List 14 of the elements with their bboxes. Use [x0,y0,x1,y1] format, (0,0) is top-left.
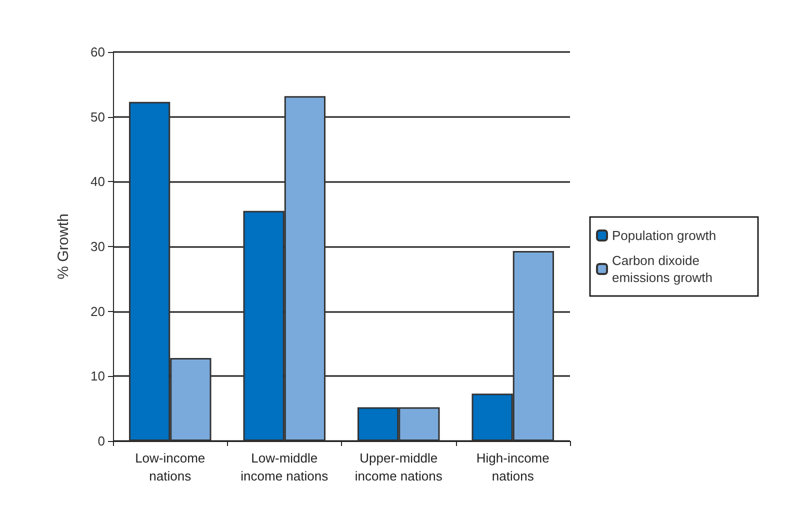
y-tick-label: 50 [90,109,105,124]
x-tick-label: Low-middle income nations [240,450,329,484]
y-axis-title: % Growth [55,214,72,280]
y-tick-label: 10 [90,368,105,384]
y-tick-label: 60 [90,44,105,60]
y-tick-label: 30 [90,239,105,254]
y-tick-label: 20 [90,304,105,319]
x-tick-label: High-income nations [476,450,550,484]
legend-label: Carbon dixoide emissions growth [612,253,712,285]
legend-label: Population growth [612,228,716,243]
x-tick-label: Low-income nations [135,450,206,484]
y-tick-label: 40 [90,174,105,190]
x-tick-label: Upper-middle income nations [354,450,443,484]
y-tick-label: 0 [98,434,105,448]
